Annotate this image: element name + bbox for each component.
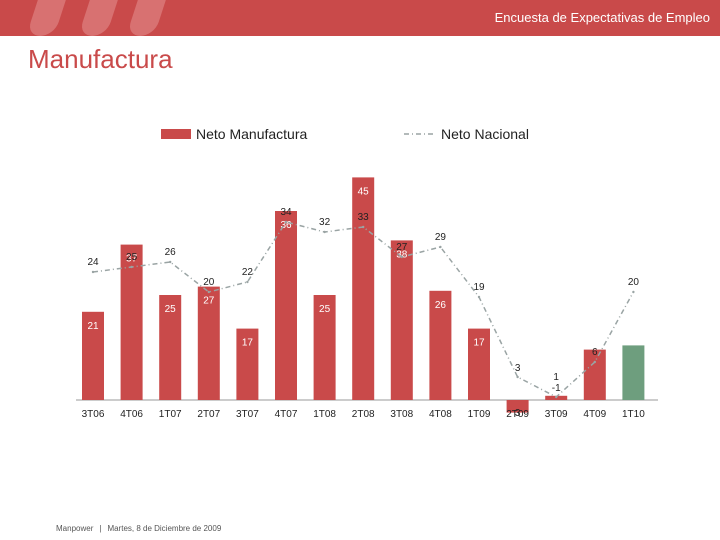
- line-data-label: 19: [473, 282, 485, 293]
- line-data-label: 33: [358, 212, 370, 223]
- line-data-label: 27: [396, 242, 408, 253]
- bar-data-label: 17: [473, 338, 485, 349]
- line-point: [555, 395, 558, 399]
- line-data-label: 34: [280, 207, 292, 218]
- footer-date: Martes, 8 de Diciembre de 2009: [107, 524, 222, 533]
- bar: [352, 177, 375, 400]
- page-title: Manufactura: [28, 44, 173, 74]
- x-tick-label: 1T08: [313, 409, 336, 420]
- line-point: [130, 265, 133, 269]
- bar-data-label: 17: [242, 338, 254, 349]
- legend-label-bar: Neto Manufactura: [196, 126, 307, 142]
- bar-data-label: 21: [87, 321, 99, 332]
- x-tick-label: 2T08: [352, 409, 375, 420]
- bar-data-label: 38: [396, 249, 408, 260]
- x-tick-label: 4T07: [275, 409, 298, 420]
- bar: [275, 211, 297, 400]
- line-data-label: 20: [628, 277, 640, 288]
- x-tick-label: 1T10: [622, 409, 645, 420]
- x-tick-label: 4T08: [429, 409, 452, 420]
- bar: [313, 295, 336, 400]
- x-tick-label: 3T06: [82, 409, 105, 420]
- line-point: [632, 290, 635, 294]
- bar: [197, 286, 220, 400]
- bar-data-label: 25: [165, 304, 177, 315]
- bar: [159, 295, 182, 400]
- line-point: [284, 220, 288, 224]
- line-point: [246, 280, 249, 284]
- line-point: [323, 230, 326, 234]
- bar-data-label: 37: [126, 254, 138, 265]
- bar: [429, 290, 452, 400]
- bar: [390, 240, 413, 400]
- x-tick-label: 2T09: [506, 409, 529, 420]
- bar-data-label: 3: [515, 408, 521, 419]
- bar: [468, 328, 490, 400]
- bar: [622, 345, 645, 400]
- line-data-label: 24: [87, 257, 99, 268]
- line-data-label: 25: [126, 252, 138, 263]
- x-tick-label: 3T08: [390, 409, 413, 420]
- x-tick-label: 3T07: [236, 409, 259, 420]
- x-tick-label: 1T07: [159, 409, 182, 420]
- bar: [82, 311, 104, 400]
- line-data-label: 20: [203, 277, 215, 288]
- legend-swatch-bar: [161, 129, 191, 139]
- x-tick-label: 4T09: [583, 409, 606, 420]
- x-tick-label: 4T06: [120, 409, 143, 420]
- bar: [120, 244, 143, 400]
- line-point: [362, 225, 365, 229]
- x-tick-label: 3T09: [545, 409, 568, 420]
- bar-data-label: 25: [319, 304, 331, 315]
- line-point: [207, 290, 210, 294]
- line-data-label: -1: [552, 383, 561, 394]
- bar-data-label: 12: [589, 326, 601, 337]
- line-data-label: 26: [165, 247, 177, 258]
- line-data-label: 6: [592, 347, 598, 358]
- line-point: [477, 295, 481, 299]
- footer: Manpower | Martes, 8 de Diciembre de 2009: [56, 524, 221, 533]
- footer-separator: |: [99, 524, 102, 533]
- bar-data-label: 36: [280, 220, 292, 231]
- line-point: [516, 375, 519, 379]
- line-point: [439, 245, 442, 249]
- header-title: Encuesta de Expectativas de Empleo: [494, 10, 710, 25]
- bar-data-label: 45: [358, 186, 370, 197]
- line-data-label: 29: [435, 232, 447, 243]
- line-data-label: 3: [515, 363, 521, 374]
- line-point: [593, 360, 596, 364]
- bar: [583, 349, 606, 400]
- bar-data-label: 1: [553, 372, 559, 383]
- line-point: [91, 270, 95, 274]
- legend-label-line: Neto Nacional: [441, 126, 529, 142]
- bar-data-label: 26: [435, 300, 447, 311]
- x-tick-label: 2T07: [197, 409, 220, 420]
- line-point: [169, 260, 172, 264]
- x-tick-label: 1T09: [468, 409, 491, 420]
- header-bar: Encuesta de Expectativas de Empleo: [0, 0, 720, 36]
- bar: [236, 328, 259, 400]
- bar: [506, 400, 529, 413]
- bar-data-label: 27: [203, 296, 215, 307]
- line-data-label: 32: [319, 217, 331, 228]
- line-point: [400, 255, 403, 259]
- footer-brand: Manpower: [56, 524, 94, 533]
- line-data-label: 22: [242, 267, 254, 278]
- bar-data-label: 13: [628, 321, 640, 332]
